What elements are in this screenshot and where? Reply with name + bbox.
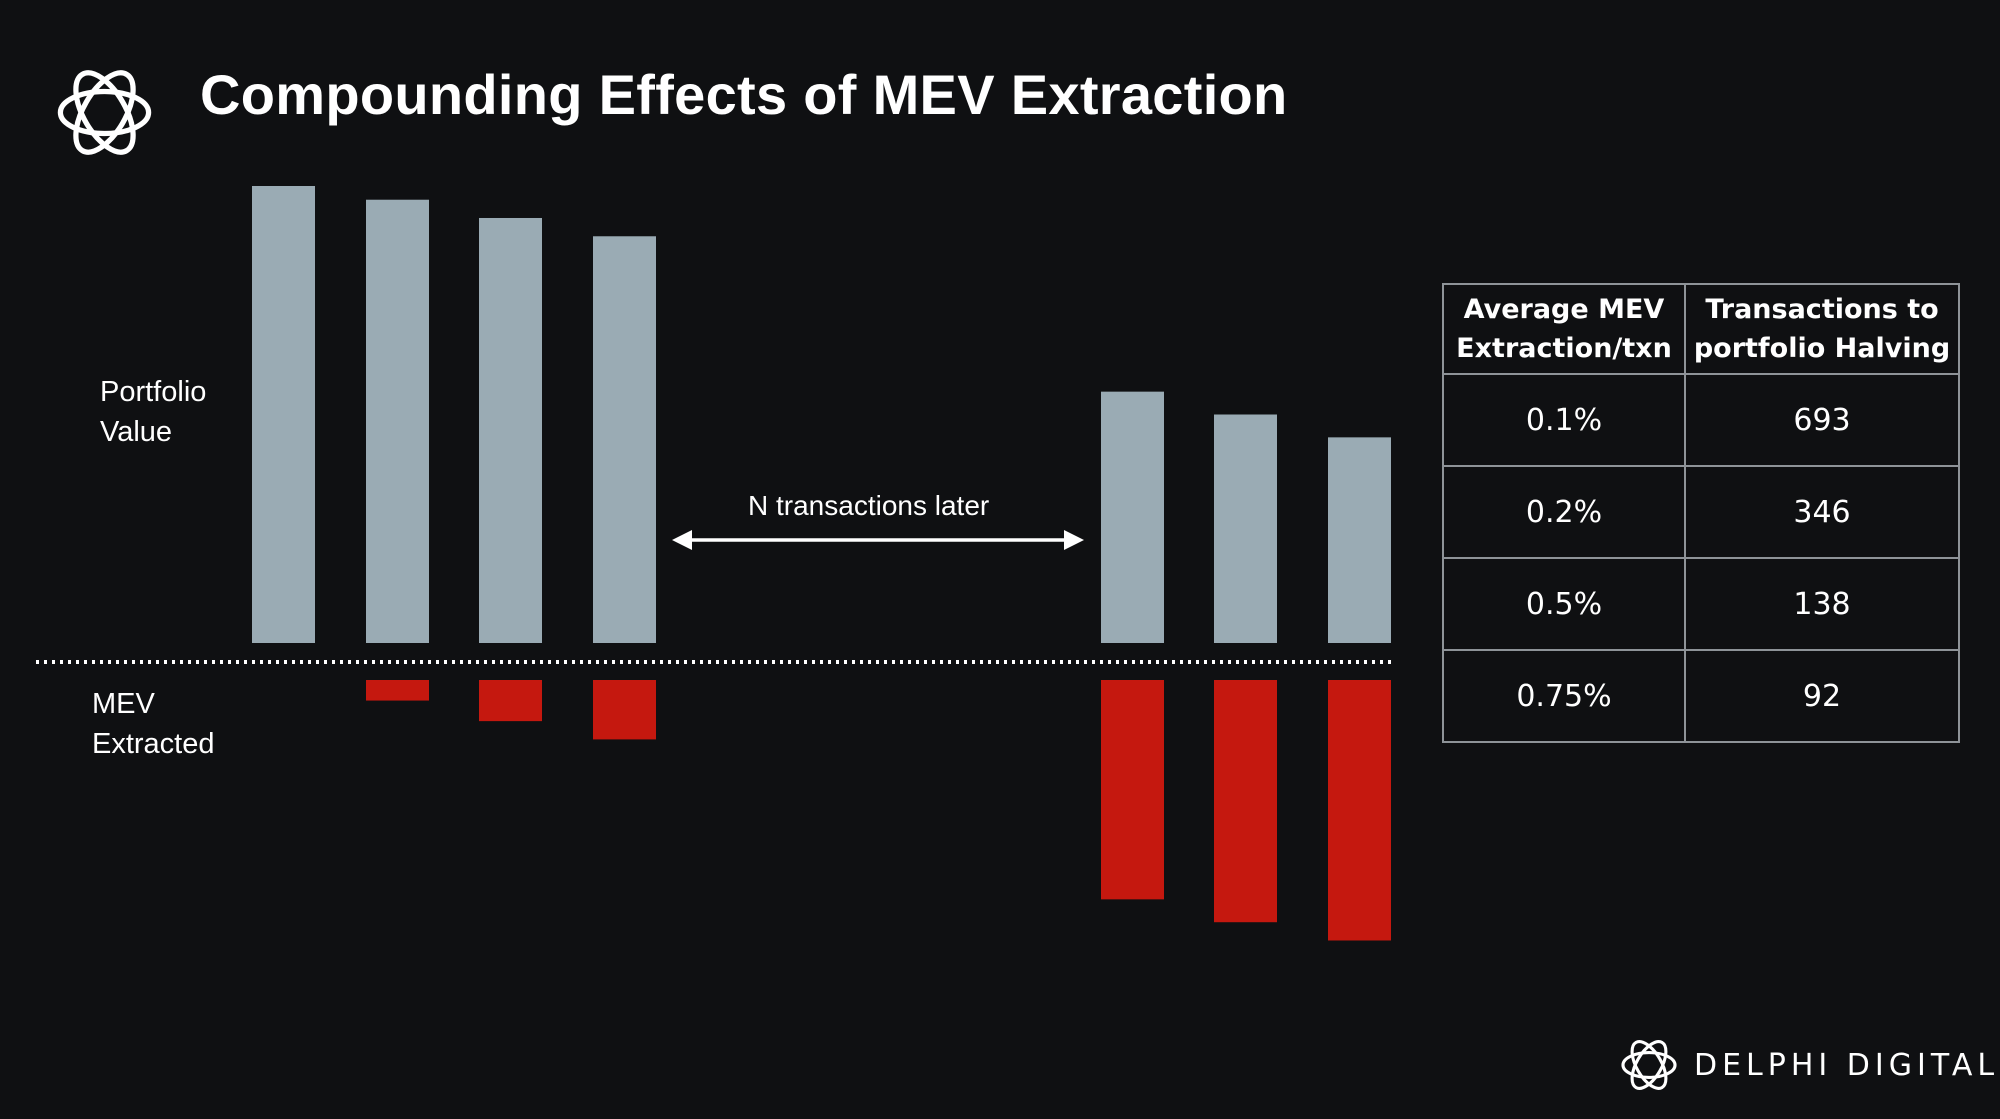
mev-bar [1101, 680, 1164, 900]
delphi-knot-icon [57, 70, 152, 155]
brand-footer: DELPHI DIGITAL [1618, 1034, 1999, 1096]
table-cell: 0.5% [1442, 557, 1686, 651]
page-title: Compounding Effects of MEV Extraction [200, 63, 1288, 126]
table-row: 0.2% 346 [1442, 465, 1960, 559]
table-cell: 0.1% [1442, 373, 1686, 467]
portfolio-bar [1101, 391, 1164, 643]
portfolio-value-label: Portfolio Value [100, 376, 207, 448]
table-row: 0.75% 92 [1442, 649, 1960, 743]
annotation-text: N transactions later [748, 490, 990, 521]
arrow-left-head-icon [672, 530, 692, 550]
mev-bar [1214, 680, 1277, 923]
table-cell: 346 [1684, 465, 1960, 559]
table-row: 0.5% 138 [1442, 557, 1960, 651]
table-cell: 0.2% [1442, 465, 1686, 559]
table-cell: 0.75% [1442, 649, 1686, 743]
portfolio-bar [252, 186, 315, 643]
mev-bar [366, 680, 429, 701]
table-cell: 92 [1684, 649, 1960, 743]
mev-bar [1328, 680, 1391, 941]
arrow-right-head-icon [1064, 530, 1084, 550]
table-cell: 693 [1684, 373, 1960, 467]
table-row: 0.1% 693 [1442, 373, 1960, 467]
portfolio-bar [479, 217, 542, 644]
brand-name: DELPHI DIGITAL [1694, 1047, 2000, 1083]
mev-halving-table: Average MEV Extraction/txn Transactions … [1442, 283, 1960, 743]
portfolio-bar [593, 236, 656, 643]
column-header-halving: Transactions to portfolio Halving [1684, 283, 1960, 375]
portfolio-bar [1214, 414, 1277, 643]
mev-bar [479, 680, 542, 722]
portfolio-bar [366, 199, 429, 643]
table-header-row: Average MEV Extraction/txn Transactions … [1442, 283, 1960, 375]
mev-bar [593, 680, 656, 740]
column-header-mev: Average MEV Extraction/txn [1442, 283, 1686, 375]
mev-extracted-label: MEV Extracted [92, 688, 215, 760]
delphi-knot-icon [1621, 1040, 1677, 1090]
portfolio-bar [1328, 437, 1391, 643]
table-cell: 138 [1684, 557, 1960, 651]
